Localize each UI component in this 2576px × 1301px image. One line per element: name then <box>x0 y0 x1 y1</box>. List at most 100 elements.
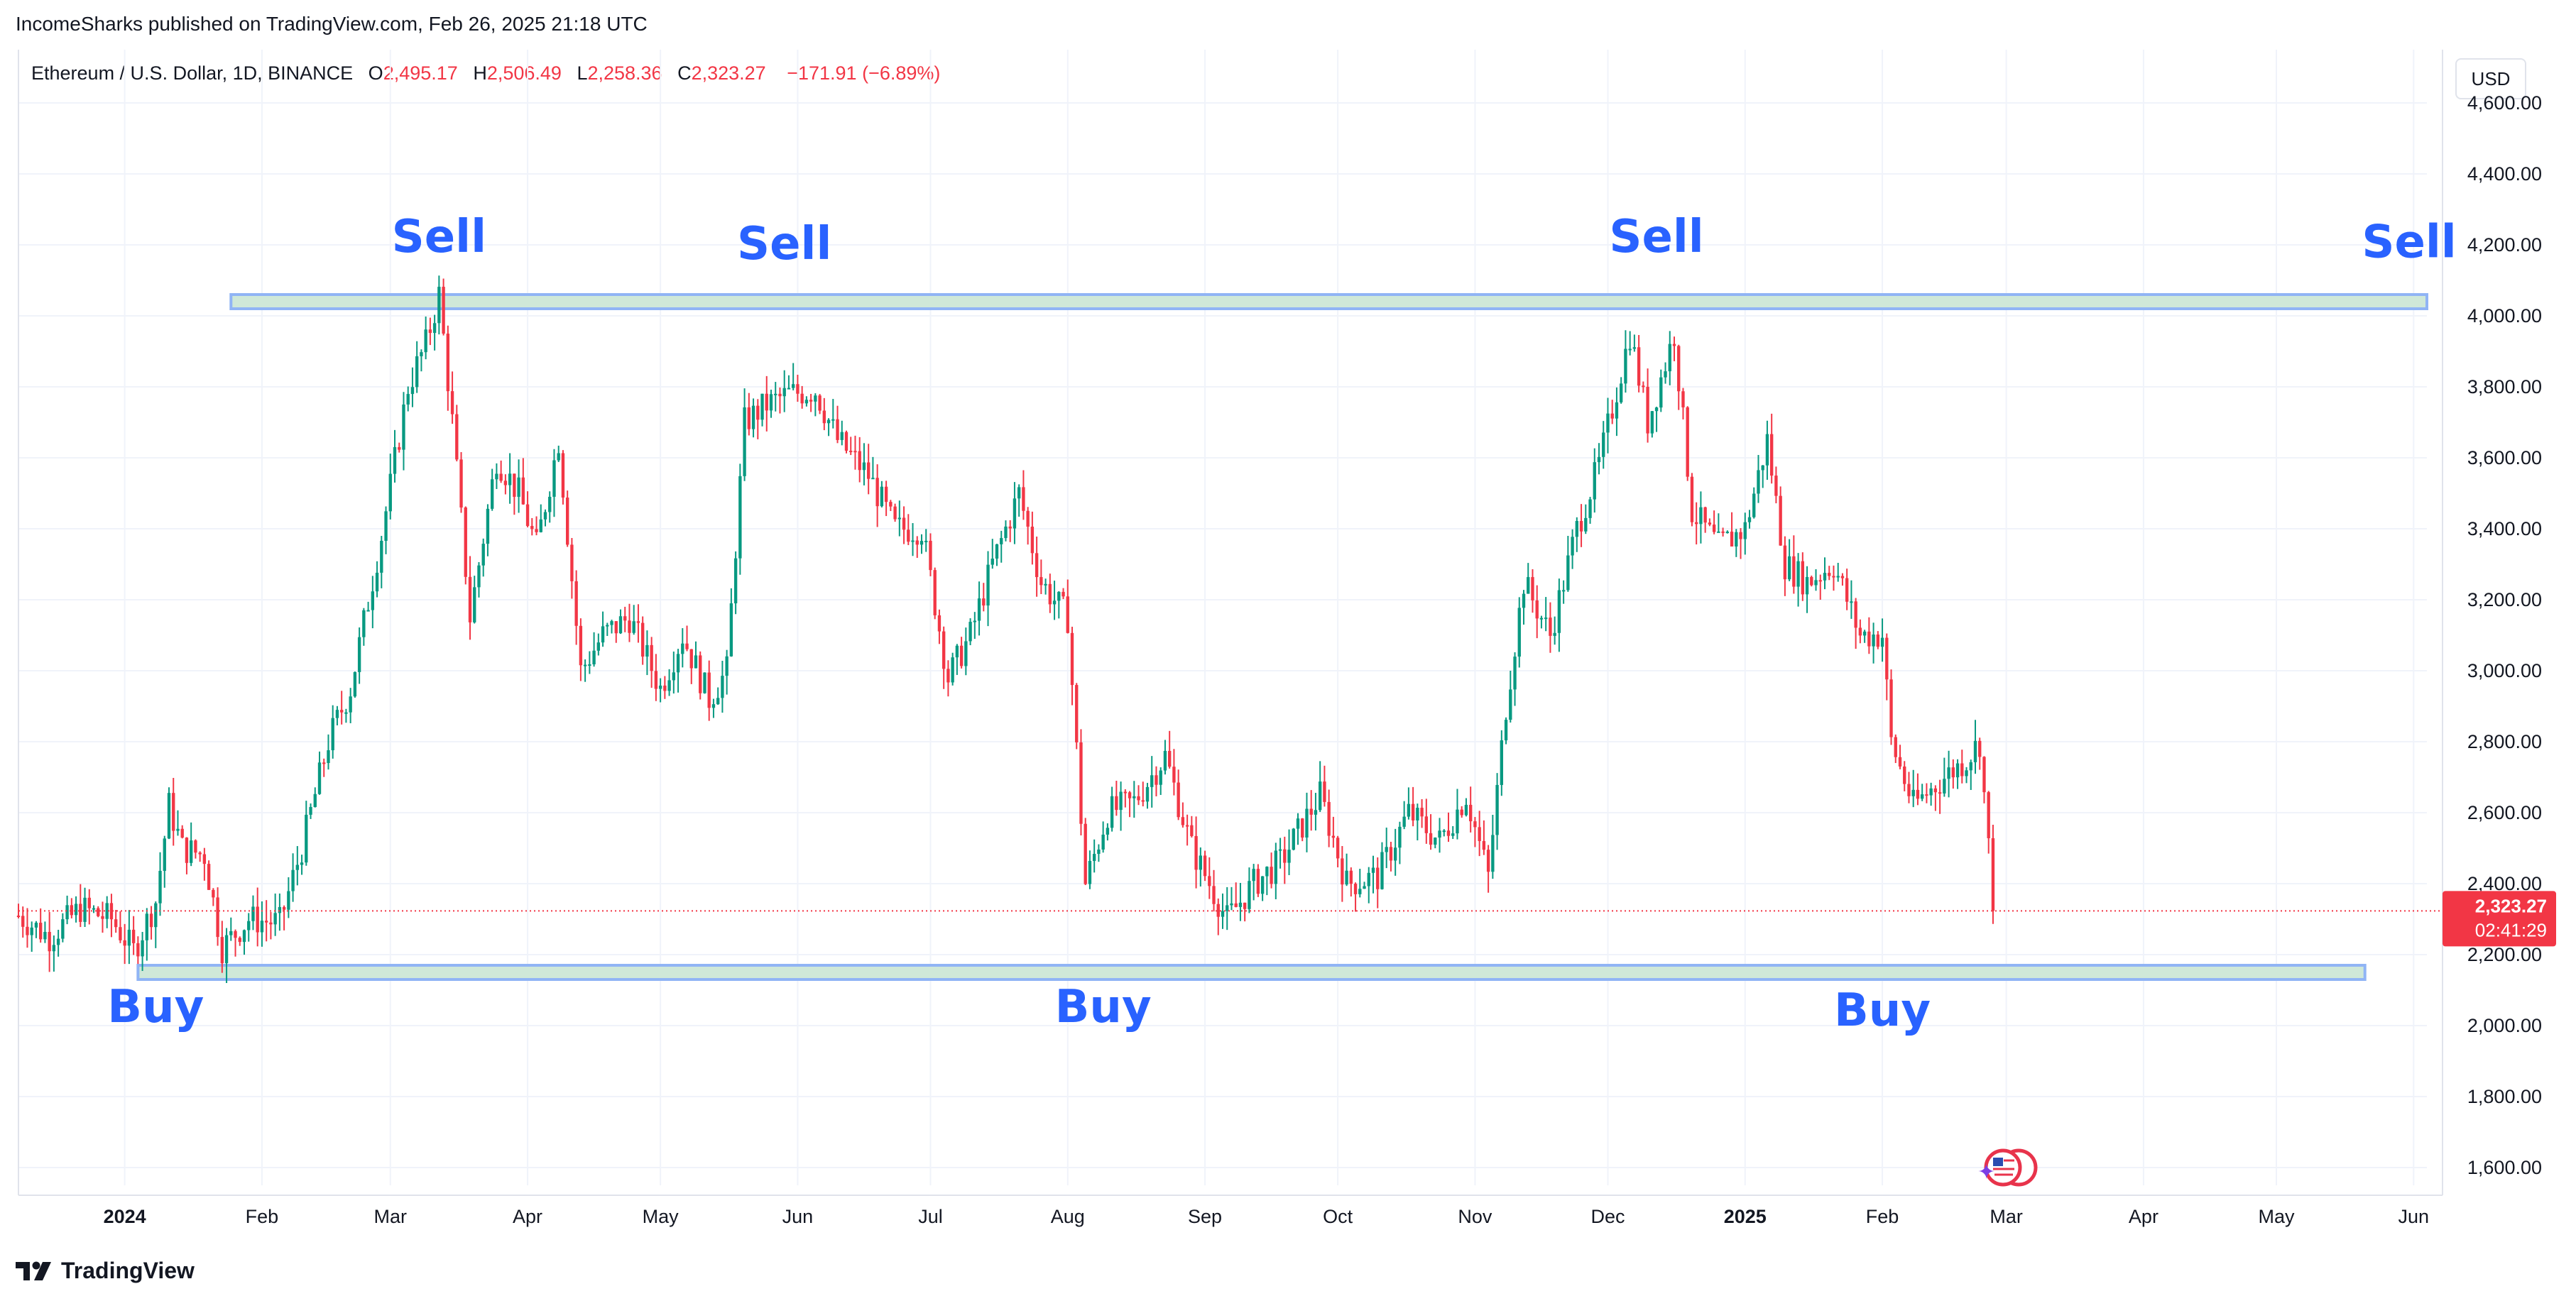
candle-body <box>1500 740 1504 785</box>
price-tick-label: 1,600.00 <box>2467 1157 2542 1178</box>
candle-body <box>1070 632 1074 686</box>
candle-body <box>1145 786 1150 802</box>
candle-body <box>1106 828 1110 835</box>
candle-body <box>1832 576 1835 578</box>
low-label: L <box>577 62 588 84</box>
candle-body <box>1938 792 1942 794</box>
candle-body <box>1615 402 1619 419</box>
candle-body <box>1353 884 1358 894</box>
close-label: C <box>677 62 692 84</box>
candle-body <box>1446 830 1451 836</box>
last-price-tag: 2,323.27 02:41:29 <box>2443 891 2556 947</box>
candle-body <box>1814 580 1818 586</box>
price-tick-label: 3,800.00 <box>2467 376 2542 397</box>
tradingview-logo[interactable]: TradingView <box>16 1258 195 1284</box>
candle-body <box>871 478 875 480</box>
candle-body <box>101 916 104 919</box>
candle-body <box>667 680 671 691</box>
candle-body <box>929 540 932 571</box>
candle-body <box>1451 833 1455 836</box>
candle-body <box>1907 784 1911 796</box>
candle-body <box>1022 487 1025 511</box>
candle-body <box>1757 470 1760 494</box>
time-tick-label: Jun <box>782 1206 814 1227</box>
candle-body <box>1216 904 1220 917</box>
candle-body <box>473 587 476 622</box>
candle-body <box>650 644 653 671</box>
annotations: Sell Sell Sell Sell Buy Buy Buy <box>107 211 2456 1037</box>
candle-body <box>295 864 300 870</box>
candle-body <box>1407 803 1411 817</box>
candle-body <box>1561 590 1566 592</box>
candle-body <box>1243 902 1247 909</box>
candle-body <box>1172 767 1176 783</box>
candle-body <box>154 903 158 928</box>
price-tick-label: 3,600.00 <box>2467 447 2542 468</box>
candle-body <box>424 329 427 353</box>
candle-body <box>1026 510 1030 527</box>
candle-body <box>1429 833 1433 845</box>
candle-body <box>1642 385 1645 388</box>
candle-body <box>1260 876 1265 894</box>
price-tick-label: 3,200.00 <box>2467 589 2542 610</box>
candle-body <box>1052 600 1057 605</box>
candle-body <box>167 793 171 839</box>
candle-body <box>640 622 645 657</box>
candle-body <box>1079 742 1083 824</box>
candle-body <box>287 891 290 910</box>
candle-body <box>1761 465 1764 471</box>
candle-body <box>1677 346 1681 392</box>
candle-body <box>694 655 698 669</box>
candle-body <box>1199 855 1203 870</box>
candle-body <box>1681 391 1685 407</box>
symbol-label[interactable]: Ethereum / U.S. Dollar, 1D, BINANCE <box>31 62 354 84</box>
candle-body <box>836 419 839 440</box>
candle-body <box>552 460 556 497</box>
candle-body <box>1898 757 1902 767</box>
last-price-value: 2,323.27 <box>2475 895 2547 916</box>
candle-body <box>574 581 578 626</box>
candle-body <box>1486 850 1490 872</box>
candle-body <box>606 625 609 627</box>
candle-body <box>1575 521 1579 537</box>
candle-body <box>561 453 565 498</box>
open-label: O <box>368 62 383 84</box>
candle-body <box>234 931 237 938</box>
candle-body <box>769 394 773 411</box>
time-tick-label: Apr <box>513 1206 542 1227</box>
open-value: 2,495.17 <box>383 62 458 84</box>
candle-body <box>681 643 684 654</box>
candle-body <box>1309 808 1313 815</box>
candle-body <box>1137 796 1140 801</box>
annotation-buy: Buy <box>1055 981 1152 1033</box>
candle-body <box>951 657 954 683</box>
economic-events-flag[interactable]: ✦ <box>1977 1148 2038 1187</box>
candle-body <box>79 904 82 922</box>
chart-grid <box>18 50 2443 1196</box>
time-axis[interactable]: 2024 Feb Mar Apr May Jun Jul Aug Sep Oct Nov Dec 202… <box>104 1206 2429 1227</box>
candle-body <box>1155 775 1158 785</box>
candle-body <box>1017 487 1021 499</box>
candle-body <box>1371 867 1375 873</box>
currency-selector[interactable]: USD <box>2455 58 2526 99</box>
price-tick-label: 2,800.00 <box>2467 731 2542 752</box>
price-axis[interactable]: 1,600.00 1,800.00 2,000.00 2,200.00 2,400.00… <box>2467 92 2542 1178</box>
candle-body <box>393 446 397 474</box>
candle-body <box>1933 788 1938 793</box>
candle-body <box>1380 852 1384 889</box>
candle-body <box>1287 850 1291 863</box>
candle-body <box>1221 911 1225 917</box>
low-value: 2,258.36 <box>587 62 662 84</box>
candle-body <box>525 504 530 527</box>
candle-body <box>1619 383 1623 402</box>
annotation-sell: Sell <box>1609 211 1703 263</box>
candle-body <box>915 540 919 545</box>
candle-body <box>1128 792 1132 798</box>
candle-body <box>1318 781 1322 811</box>
candle-body <box>388 473 392 512</box>
candle-body <box>782 388 786 397</box>
candle-body <box>1531 577 1534 600</box>
candle-body <box>676 654 680 673</box>
candle-body <box>247 921 251 931</box>
